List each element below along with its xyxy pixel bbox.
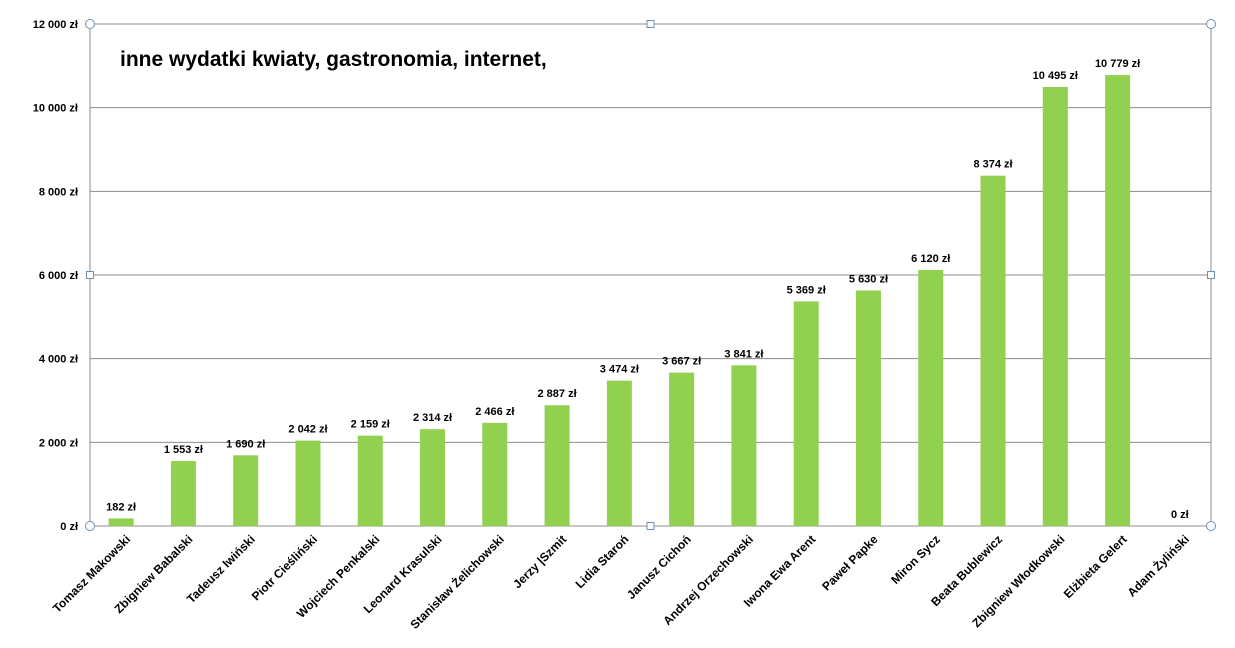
- data-label: 2 887 zł: [538, 388, 577, 400]
- data-label: 10 779 zł: [1095, 58, 1140, 70]
- corner-resize-handle[interactable]: [85, 19, 95, 29]
- x-tick-label: Elżbieta Gelert: [1061, 532, 1130, 601]
- y-axis-tick-labels: 0 zł 2 000 zł 4 000 zł 6 000 zł 8 000 zł 10 0…: [33, 19, 78, 533]
- y-tick-label: 12 000 zł: [33, 19, 78, 31]
- data-label: 2 466 zł: [475, 406, 514, 418]
- x-tick-label: Jerzy |Szmit: [510, 532, 569, 591]
- data-label: 6 120 zł: [911, 253, 950, 265]
- data-label: 5 630 zł: [849, 273, 888, 285]
- y-tick-label: 0 zł: [60, 521, 78, 533]
- x-tick-label: Tadeusz Iwiński: [184, 532, 258, 606]
- data-label: 3 841 zł: [724, 348, 763, 360]
- bar: [544, 405, 570, 526]
- corner-resize-handle[interactable]: [1206, 521, 1216, 531]
- bar: [669, 372, 695, 526]
- bar: [1042, 86, 1068, 526]
- bar: [918, 269, 944, 526]
- data-label: 1 553 zł: [164, 444, 203, 456]
- bar: [482, 422, 508, 526]
- data-label: 2 159 zł: [351, 419, 390, 431]
- x-tick-label: Adam Żyliński: [1124, 532, 1192, 600]
- y-tick-label: 2 000 zł: [39, 437, 78, 449]
- bar: [1105, 75, 1131, 527]
- bar: [357, 435, 383, 526]
- x-tick-label: Miron Sycz: [888, 532, 943, 587]
- bar: [108, 518, 134, 526]
- data-label: 1 690 zł: [226, 438, 265, 450]
- corner-resize-handle[interactable]: [1206, 19, 1216, 29]
- bar: [855, 290, 881, 526]
- y-tick-label: 6 000 zł: [39, 270, 78, 282]
- data-label: 2 042 zł: [288, 424, 327, 436]
- edge-resize-handle[interactable]: [86, 271, 94, 279]
- data-label: 5 369 zł: [787, 284, 826, 296]
- data-label: 3 474 zł: [600, 364, 639, 376]
- data-labels: 182 zł 1 553 zł 1 690 zł 2 042 zł 2 159 zł 2 …: [106, 58, 1189, 521]
- y-tick-label: 8 000 zł: [39, 186, 78, 198]
- bar: [793, 301, 819, 526]
- x-tick-label: Janusz Cichoń: [624, 532, 694, 602]
- y-tick-label: 10 000 zł: [33, 103, 78, 115]
- chart-title: inne wydatki kwiaty, gastronomia, intern…: [120, 48, 547, 71]
- edge-resize-handle[interactable]: [646, 522, 655, 530]
- corner-resize-handle[interactable]: [85, 521, 95, 531]
- bar: [980, 175, 1006, 526]
- data-label: 2 314 zł: [413, 412, 452, 424]
- edge-resize-handle[interactable]: [646, 20, 655, 28]
- bar: [420, 429, 446, 526]
- y-tick-label: 4 000 zł: [39, 354, 78, 366]
- x-tick-label: Paweł Papke: [819, 532, 881, 594]
- data-label: 0 zł: [1171, 509, 1189, 521]
- bar: [295, 440, 321, 526]
- bar: [731, 365, 757, 526]
- x-tick-label: Lidia Staroń: [573, 532, 632, 591]
- data-label: 8 374 zł: [973, 159, 1012, 171]
- data-label: 182 zł: [106, 501, 136, 513]
- selection-handles[interactable]: [85, 19, 1216, 531]
- x-tick-label: Piotr Cieśliński: [249, 532, 320, 603]
- bar: [606, 380, 632, 526]
- data-label: 3 667 zł: [662, 356, 701, 368]
- bars: [108, 75, 1131, 527]
- data-label: 10 495 zł: [1033, 70, 1078, 82]
- edge-resize-handle[interactable]: [1207, 271, 1215, 279]
- bar: [233, 455, 259, 526]
- bar: [170, 461, 196, 526]
